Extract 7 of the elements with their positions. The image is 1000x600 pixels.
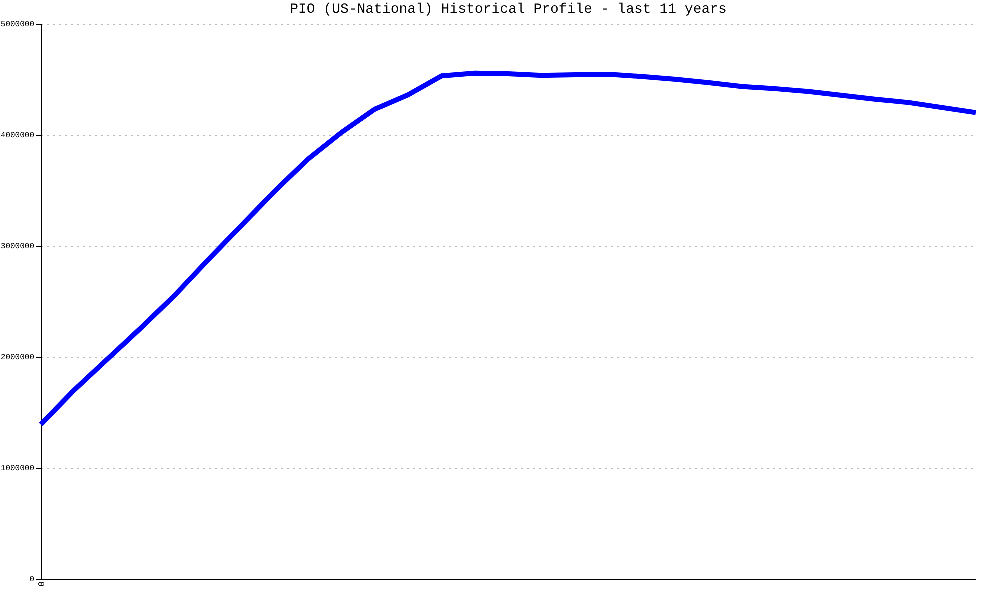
y-tick-label: 2000000: [0, 354, 35, 362]
chart-title: PIO (US-National) Historical Profile - last 11 years: [290, 2, 727, 18]
y-tick-label: 3000000: [0, 242, 35, 252]
y-tick-label: 4000000: [0, 132, 35, 140]
y-tick-label: 1000000: [0, 464, 35, 474]
y-tick-label: 5000000: [0, 20, 35, 30]
y-tick-label: 0: [30, 576, 35, 584]
